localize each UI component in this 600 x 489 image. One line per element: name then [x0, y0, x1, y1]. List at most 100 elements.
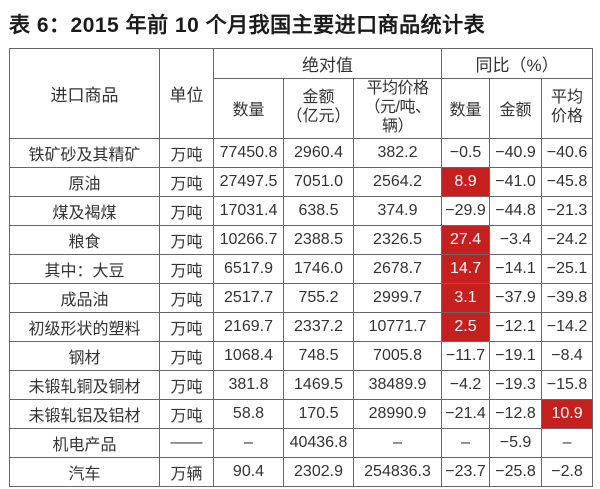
cell-unit: 万吨 — [159, 224, 214, 255]
cell-avg-price: 2326.5 — [352, 224, 443, 255]
cell-yoy-avg-price: −2.8 — [541, 456, 594, 487]
cell-unit: 万辆 — [159, 456, 214, 487]
cell-yoy-avg-price-highlighted: 10.9 — [541, 398, 594, 429]
table-row: 煤及褐煤 万吨 17031.4 638.5 374.9 −29.9 −44.8 … — [9, 195, 594, 226]
cell-yoy-amount: −37.9 — [489, 282, 543, 313]
cell-amount: 748.5 — [283, 340, 354, 371]
cell-yoy-avg-price: −15.8 — [541, 369, 594, 400]
cell-yoy-avg-price: −24.2 — [541, 224, 594, 255]
header-group-row: 进口商品 单位 绝对值 同比（%） — [9, 48, 594, 139]
col-header-yoy-quantity: 数量 — [441, 78, 491, 139]
cell-product: 钢材 — [9, 340, 160, 371]
cell-yoy-avg-price: −39.8 — [541, 282, 594, 313]
cell-avg-price: 38489.9 — [352, 369, 443, 400]
cell-product: 初级形状的塑料 — [9, 311, 160, 342]
cell-quantity: 77450.8 — [213, 137, 284, 168]
cell-amount: 7051.0 — [283, 166, 354, 197]
table-row: 成品油 万吨 2517.7 755.2 2999.7 3.1 −37.9 −39… — [9, 282, 594, 313]
cell-yoy-avg-price: −14.2 — [541, 311, 594, 342]
cell-quantity: 17031.4 — [213, 195, 284, 226]
cell-yoy-amount: −19.1 — [489, 340, 543, 371]
cell-unit: 万吨 — [159, 369, 214, 400]
table-title: 表 6：2015 年前 10 个月我国主要进口商品统计表 — [9, 14, 486, 37]
cell-unit: 万吨 — [159, 398, 214, 429]
cell-product: 铁矿砂及其精矿 — [9, 137, 160, 168]
cell-unit: 万吨 — [159, 311, 214, 342]
cell-product: 未锻轧铜及铜材 — [9, 369, 160, 400]
col-header-yoy-amount: 金额 — [489, 78, 543, 139]
cell-quantity: 1068.4 — [213, 340, 284, 371]
cell-yoy-quantity: −4.2 — [441, 369, 491, 400]
cell-yoy-quantity: −21.4 — [441, 398, 491, 429]
cell-yoy-quantity-highlighted: 14.7 — [441, 253, 491, 284]
cell-unit: 万吨 — [159, 340, 214, 371]
cell-product: 未锻轧铝及铝材 — [9, 398, 160, 429]
cell-avg-price: 2564.2 — [352, 166, 443, 197]
cell-yoy-avg-price: −8.4 — [541, 340, 594, 371]
col-group-yoy-percent: 同比（%） — [441, 48, 594, 79]
cell-yoy-amount: −12.1 — [489, 311, 543, 342]
cell-yoy-amount: −12.8 — [489, 398, 543, 429]
cell-quantity: 58.8 — [213, 398, 284, 429]
cell-yoy-quantity-highlighted: 3.1 — [441, 282, 491, 313]
cell-yoy-amount: −5.9 — [489, 427, 543, 458]
cell-amount: 638.5 — [283, 195, 354, 226]
cell-amount: 40436.8 — [283, 427, 354, 458]
cell-product: 煤及褐煤 — [9, 195, 160, 226]
cell-yoy-amount: −41.0 — [489, 166, 543, 197]
cell-yoy-quantity: −23.7 — [441, 456, 491, 487]
table-row: 其中：大豆 万吨 6517.9 1746.0 2678.7 14.7 −14.1… — [9, 253, 594, 284]
cell-quantity: 2517.7 — [213, 282, 284, 313]
cell-product: 汽车 — [9, 456, 160, 487]
cell-amount: 2302.9 — [283, 456, 354, 487]
cell-yoy-amount: −25.8 — [489, 456, 543, 487]
cell-amount: 2337.2 — [283, 311, 354, 342]
cell-avg-price: 7005.8 — [352, 340, 443, 371]
cell-avg-price: 2678.7 — [352, 253, 443, 284]
cell-yoy-avg-price: −40.6 — [541, 137, 594, 168]
cell-yoy-quantity-highlighted: 8.9 — [441, 166, 491, 197]
cell-product: 机电产品 — [9, 427, 160, 458]
table-row: 汽车 万辆 90.4 2302.9 254836.3 −23.7 −25.8 −… — [9, 456, 594, 487]
cell-yoy-quantity: −0.5 — [441, 137, 491, 168]
cell-avg-price: 382.2 — [352, 137, 443, 168]
cell-yoy-quantity: −29.9 — [441, 195, 491, 226]
cell-product: 其中：大豆 — [9, 253, 160, 284]
table-row: 机电产品 —— – 40436.8 – – −5.9 – — [9, 427, 594, 458]
cell-unit: 万吨 — [159, 195, 214, 226]
cell-avg-price: 2999.7 — [352, 282, 443, 313]
cell-product: 粮食 — [9, 224, 160, 255]
col-header-unit: 单位 — [159, 48, 214, 139]
cell-avg-price: 10771.7 — [352, 311, 443, 342]
table-row: 钢材 万吨 1068.4 748.5 7005.8 −11.7 −19.1 −8… — [9, 340, 594, 371]
cell-yoy-amount: −3.4 — [489, 224, 543, 255]
cell-yoy-amount: −19.3 — [489, 369, 543, 400]
cell-avg-price: 28990.9 — [352, 398, 443, 429]
cell-yoy-amount: −44.8 — [489, 195, 543, 226]
cell-product: 原油 — [9, 166, 160, 197]
table-row: 未锻轧铝及铝材 万吨 58.8 170.5 28990.9 −21.4 −12.… — [9, 398, 594, 429]
cell-quantity: 27497.5 — [213, 166, 284, 197]
cell-amount: 170.5 — [283, 398, 354, 429]
cell-amount: 2388.5 — [283, 224, 354, 255]
cell-quantity: 2169.7 — [213, 311, 284, 342]
cell-amount: 1469.5 — [283, 369, 354, 400]
cell-amount: 755.2 — [283, 282, 354, 313]
table-row: 粮食 万吨 10266.7 2388.5 2326.5 27.4 −3.4 −2… — [9, 224, 594, 255]
cell-yoy-avg-price: −25.1 — [541, 253, 594, 284]
table-body: 铁矿砂及其精矿 万吨 77450.8 2960.4 382.2 −0.5 −40… — [9, 137, 594, 487]
cell-yoy-avg-price: – — [541, 427, 594, 458]
cell-yoy-amount: −14.1 — [489, 253, 543, 284]
table-row: 铁矿砂及其精矿 万吨 77450.8 2960.4 382.2 −0.5 −40… — [9, 137, 594, 168]
table-row: 原油 万吨 27497.5 7051.0 2564.2 8.9 −41.0 −4… — [9, 166, 594, 197]
col-header-abs-quantity: 数量 — [213, 78, 284, 139]
cell-unit: 万吨 — [159, 282, 214, 313]
cell-unit: 万吨 — [159, 166, 214, 197]
cell-quantity: 6517.9 — [213, 253, 284, 284]
col-header-yoy-avg-price: 平均 价格 — [541, 78, 594, 139]
cell-yoy-quantity: −11.7 — [441, 340, 491, 371]
cell-product: 成品油 — [9, 282, 160, 313]
cell-quantity: 90.4 — [213, 456, 284, 487]
cell-quantity: – — [213, 427, 284, 458]
